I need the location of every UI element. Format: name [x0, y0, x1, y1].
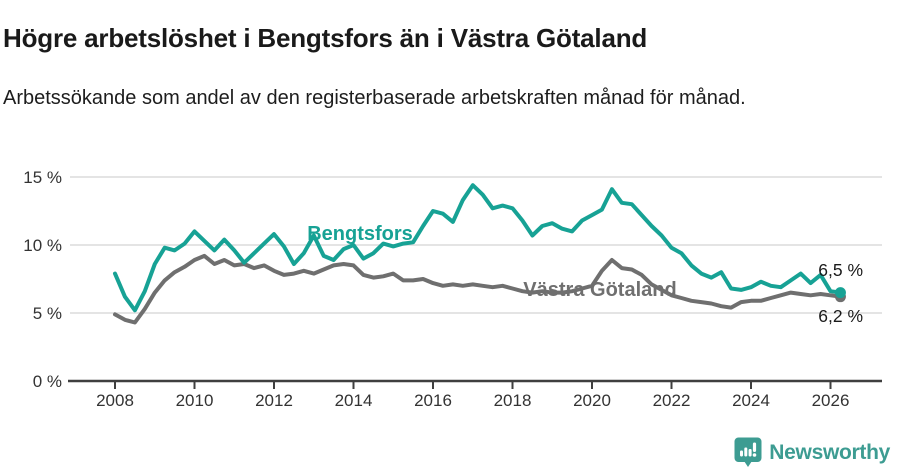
x-axis-tick-label: 2022	[653, 391, 691, 410]
series-label: Västra Götaland	[523, 279, 676, 301]
y-axis-tick-label: 0 %	[33, 372, 62, 391]
y-axis-tick-label: 15 %	[23, 168, 62, 187]
x-axis-tick-label: 2024	[732, 391, 770, 410]
end-value-label: 6,2 %	[818, 306, 863, 326]
x-axis-tick-label: 2026	[812, 391, 850, 410]
series-end-dot	[834, 287, 846, 299]
x-axis-tick-label: 2012	[255, 391, 293, 410]
y-axis-tick-label: 10 %	[23, 236, 62, 255]
y-axis-tick-label: 5 %	[33, 304, 62, 323]
series-label: Bengtsfors	[307, 223, 413, 245]
brand-name: Newsworthy	[769, 440, 890, 464]
x-axis-tick-label: 2016	[414, 391, 452, 410]
x-axis-tick-label: 2008	[96, 391, 134, 410]
x-axis-tick-label: 2020	[573, 391, 611, 410]
x-axis-tick-label: 2014	[335, 391, 373, 410]
bar-chart-exclamation-pin-icon	[734, 437, 762, 467]
bengtsfors-line	[113, 183, 843, 313]
v-stra-g-taland-line	[113, 253, 843, 325]
x-axis-tick-label: 2010	[176, 391, 214, 410]
newsworthy-logo: Newsworthy	[734, 437, 890, 468]
end-value-label: 6,5 %	[818, 260, 863, 280]
x-axis-tick-label: 2018	[494, 391, 532, 410]
chart-subtitle: Arbetssökande som andel av den registerb…	[3, 87, 746, 109]
page-title: Högre arbetslöshet i Bengtsfors än i Väs…	[3, 23, 648, 54]
